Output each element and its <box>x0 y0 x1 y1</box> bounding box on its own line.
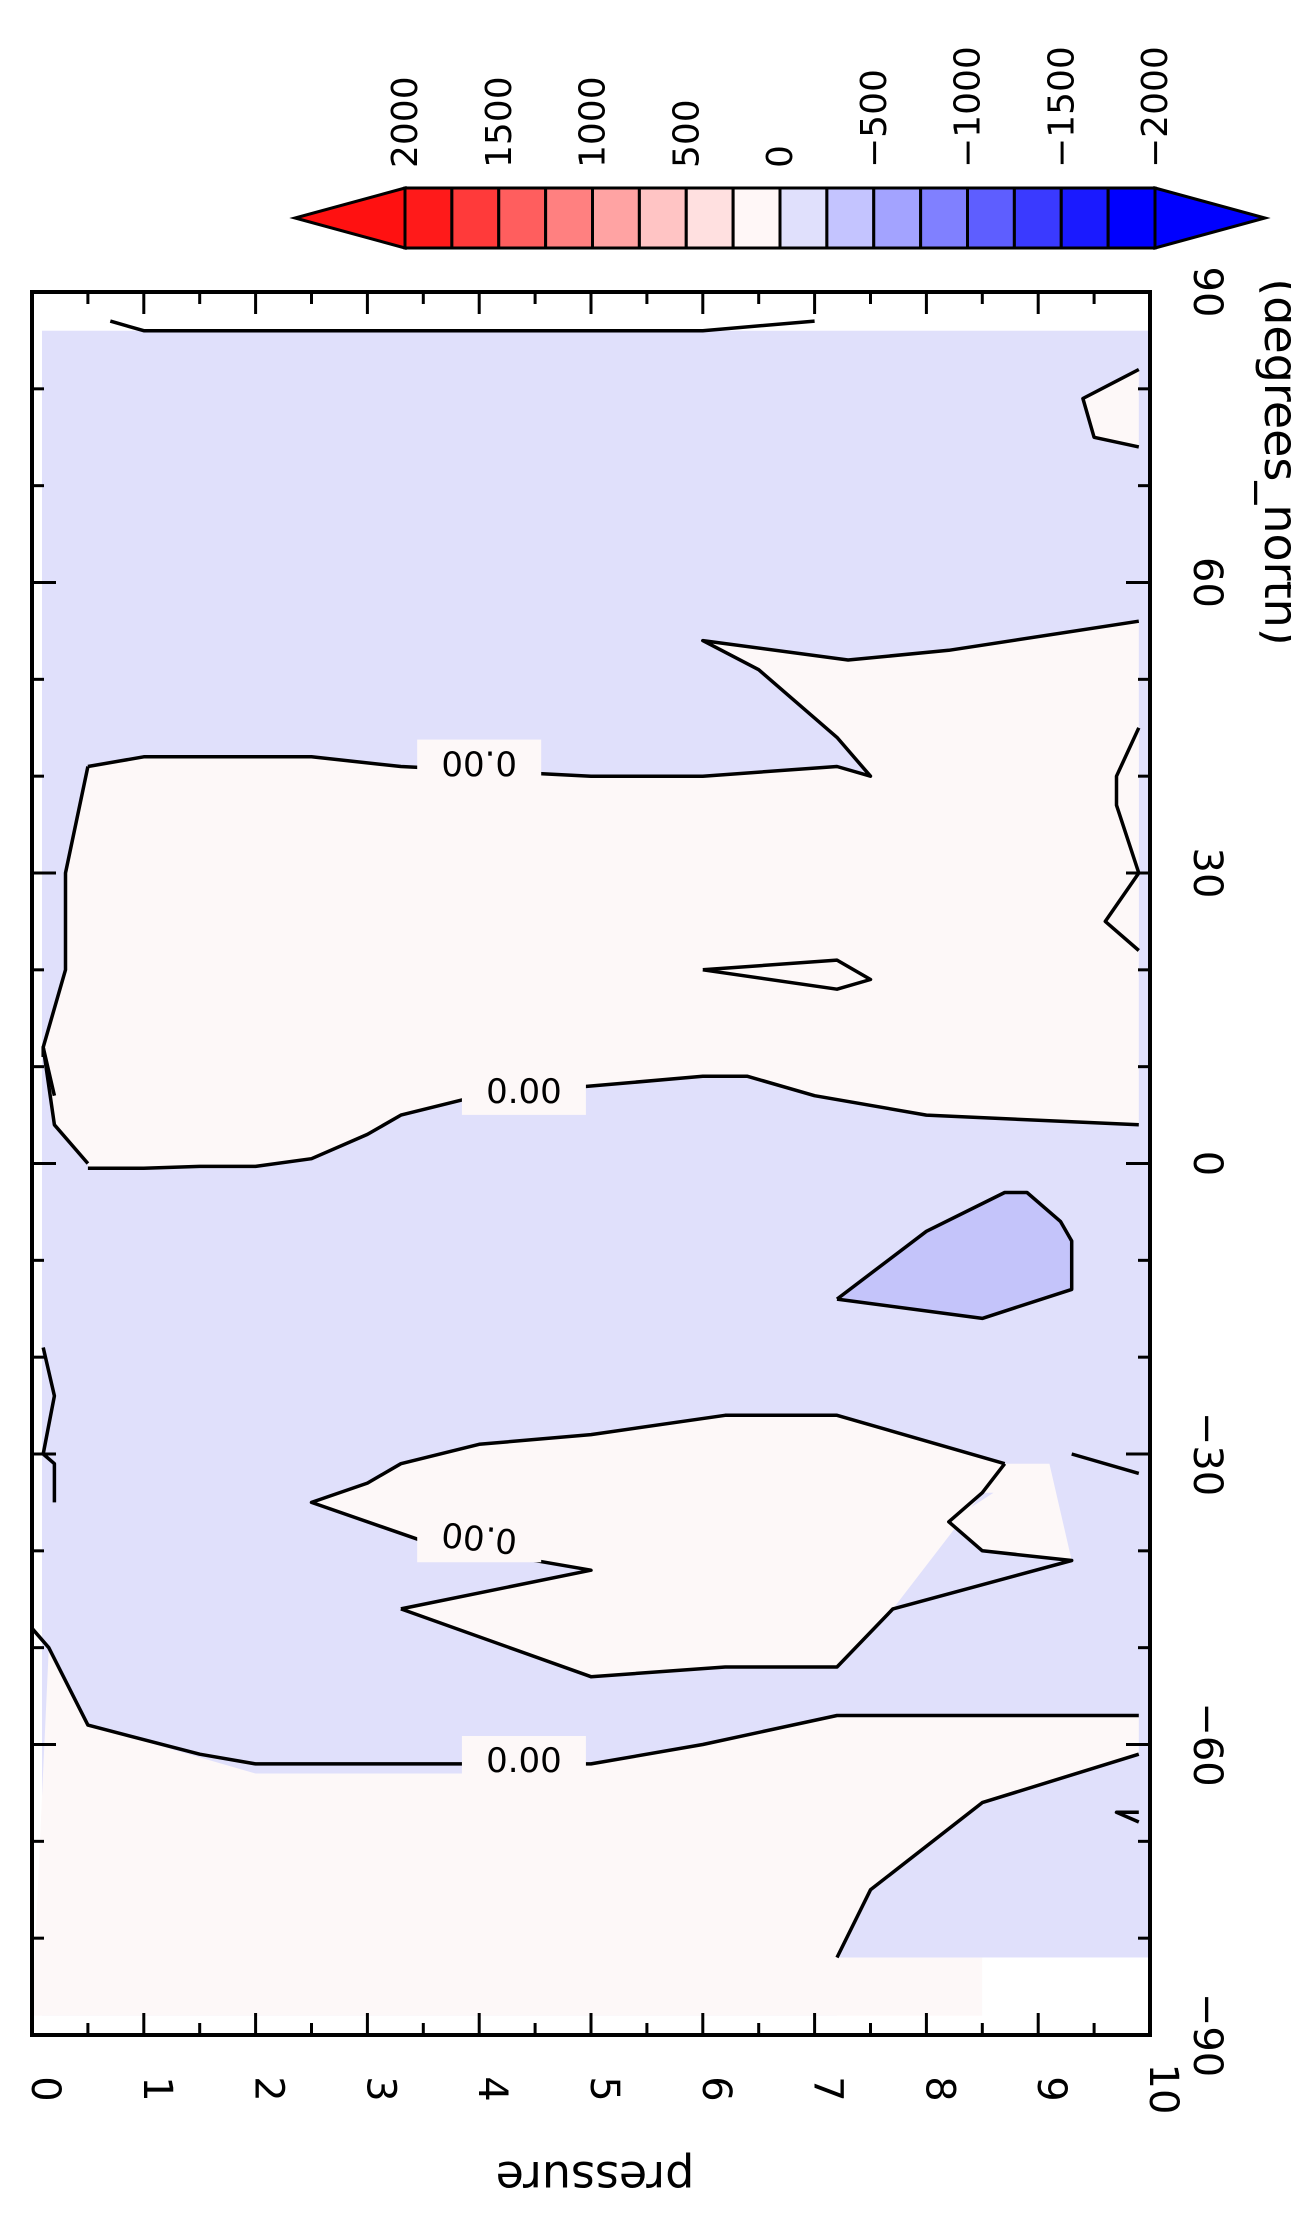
contour-label-bg-3 <box>417 1514 542 1563</box>
contour-labels: 0.00 0.00 0.00 0.00 <box>417 739 586 1784</box>
y-tick-label: 30 <box>1184 848 1230 899</box>
colorbar-label: −500 <box>854 69 895 168</box>
filled-region-0 <box>32 1647 1139 2016</box>
x-tick-label: 9 <box>1028 2076 1074 2101</box>
colorbar-segment-14 <box>1059 186 1110 250</box>
colorbar-segment-8 <box>778 186 829 250</box>
contour-line-0 <box>30 1627 1139 1766</box>
y-axis-title: (degrees_north) <box>1254 278 1291 645</box>
contour-line-6 <box>1114 1810 1140 1824</box>
contour-label-2: 0.00 <box>441 743 517 783</box>
filled-region-3 <box>43 621 1139 1174</box>
contour-line-15 <box>109 319 815 333</box>
x-axis-title: pressure <box>496 2151 695 2205</box>
contour-line-13 <box>41 1045 57 1097</box>
y-tick-label: −90 <box>1184 1993 1230 2077</box>
x-tick-label: 3 <box>357 2076 403 2101</box>
x-tick-label: 1 <box>134 2076 180 2101</box>
colorbar-label: 500 <box>666 99 707 168</box>
filled-region-5 <box>1105 727 1139 951</box>
missing-data-region-top <box>982 1957 1150 2035</box>
y-tick-label: 0 <box>1184 1151 1230 1176</box>
colorbar-over-triangle <box>1153 186 1271 250</box>
colorbar-segment-2 <box>497 186 548 250</box>
colorbar-segment-15 <box>1106 186 1157 250</box>
colorbar-label: −1000 <box>948 46 989 168</box>
colorbar-segment-11 <box>919 186 969 250</box>
x-tick-label: 6 <box>693 2076 739 2101</box>
filled-region-1 <box>837 1957 983 2016</box>
y-tick-label: 90 <box>1184 267 1230 318</box>
contour-line-10 <box>702 958 873 991</box>
contour-label-bg-0 <box>461 1735 586 1784</box>
x-tick-label: 2 <box>246 2076 292 2101</box>
x-tick-label: 5 <box>581 2076 627 2101</box>
filled-contour-regions <box>32 330 1150 2035</box>
colorbar-label: 0 <box>760 145 801 168</box>
contour-line-1 <box>87 1074 1139 1171</box>
contour-label-1: 0.00 <box>486 1072 562 1112</box>
contour-line-11 <box>1103 727 1141 952</box>
plot-axes <box>30 290 1152 2037</box>
filled-region-7 <box>837 1192 1072 1319</box>
y-tick-label: 60 <box>1184 557 1230 608</box>
filled-region-6 <box>1082 369 1139 447</box>
colorbar-segment-9 <box>825 186 876 250</box>
colorbar-under-triangle <box>289 186 407 250</box>
colorbar-segment-3 <box>544 186 594 250</box>
colorbar-segment-1 <box>450 186 501 250</box>
contour-line-7 <box>400 1462 1074 1679</box>
x-tick-label: 7 <box>805 2076 851 2101</box>
contour-line-8 <box>1071 1452 1140 1476</box>
x-tick-label: 4 <box>469 2076 515 2101</box>
contour-line-12 <box>1081 367 1140 449</box>
contour-label-bg-2 <box>417 739 542 788</box>
tick-labels: 0 1 2 3 4 5 6 7 8 9 10−90 −60 −30 0 30 60 90 <box>22 267 1230 2115</box>
colorbar-segment-4 <box>591 186 641 250</box>
x-tick-label: 0 <box>22 2076 68 2101</box>
contour-line-4 <box>41 766 90 1165</box>
contour-label-3: 0.00 <box>440 1513 519 1561</box>
colorbar-segment-13 <box>1012 186 1063 250</box>
colorbar-segment-7 <box>731 186 782 250</box>
colorbar-label: −2000 <box>1135 46 1176 168</box>
contour-line-5 <box>835 1752 1140 1959</box>
x-tick-label: 10 <box>1140 2064 1186 2115</box>
contour-label-bg-1 <box>461 1066 586 1115</box>
colorbar-label: 2000 <box>385 76 426 168</box>
colorbar-segment-0 <box>403 186 454 250</box>
filled-region-2 <box>311 1415 1072 1677</box>
colorbar-label: 1000 <box>573 76 614 168</box>
contour-label-0: 0.00 <box>486 1741 562 1781</box>
y-tick-label: −60 <box>1184 1702 1230 1786</box>
contour-line-2 <box>87 619 1140 778</box>
colorbar-segment-6 <box>684 186 735 250</box>
colorbar-segment-10 <box>872 186 923 250</box>
colorbar-segment-12 <box>966 186 1016 250</box>
colorbar-label: −1500 <box>1041 46 1082 168</box>
x-tick-label: 8 <box>916 2076 962 2101</box>
colorbar-segment-5 <box>637 186 688 250</box>
y-tick-label: −30 <box>1184 1412 1230 1496</box>
contour-line-9 <box>835 1190 1074 1321</box>
colorbar: 2000 1500 1000 500 0 −500 −1000 −1500 −2000 <box>289 46 1271 250</box>
colorbar-label: 1500 <box>479 76 520 168</box>
